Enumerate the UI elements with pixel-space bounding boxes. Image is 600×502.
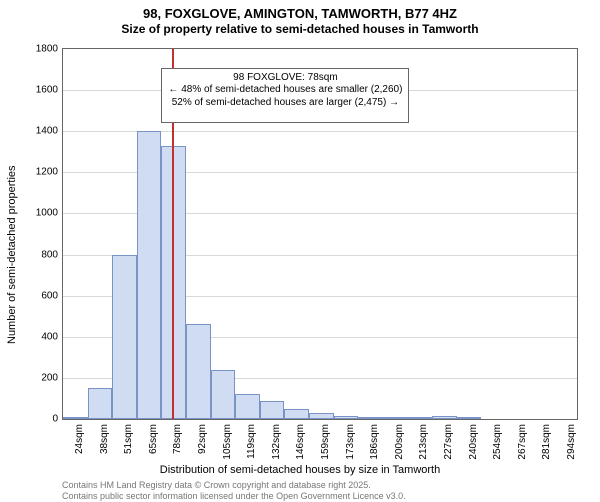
histogram-bar: [334, 416, 359, 419]
histogram-bar: [260, 401, 285, 420]
histogram-bar: [358, 417, 383, 419]
x-tick-label: 200sqm: [394, 424, 405, 474]
histogram-bar: [235, 394, 260, 419]
x-tick-label: 146sqm: [295, 424, 306, 474]
y-tick-label: 600: [22, 290, 58, 301]
attribution-footer: Contains HM Land Registry data © Crown c…: [62, 480, 406, 502]
histogram-bar: [63, 417, 88, 419]
y-tick-label: 1200: [22, 167, 58, 178]
annotation-line-3: 52% of semi-detached houses are larger (…: [168, 97, 402, 110]
title-block: 98, FOXGLOVE, AMINGTON, TAMWORTH, B77 4H…: [0, 0, 600, 37]
x-tick-label: 24sqm: [74, 424, 85, 474]
x-tick-label: 51sqm: [123, 424, 134, 474]
x-tick-label: 173sqm: [345, 424, 356, 474]
x-tick-label: 105sqm: [222, 424, 233, 474]
histogram-bar: [284, 409, 309, 419]
x-tick-label: 254sqm: [492, 424, 503, 474]
x-tick-label: 78sqm: [172, 424, 183, 474]
histogram-bar: [407, 417, 432, 419]
y-tick-label: 1000: [22, 208, 58, 219]
y-tick-label: 1400: [22, 126, 58, 137]
x-tick-label: 186sqm: [369, 424, 380, 474]
x-tick-label: 159sqm: [320, 424, 331, 474]
x-tick-label: 240sqm: [468, 424, 479, 474]
histogram-bar: [309, 413, 334, 419]
histogram-bar: [186, 324, 211, 419]
y-axis-label: Number of semi-detached properties: [6, 165, 18, 344]
x-tick-label: 65sqm: [148, 424, 159, 474]
title-line-1: 98, FOXGLOVE, AMINGTON, TAMWORTH, B77 4H…: [0, 6, 600, 22]
x-tick-label: 267sqm: [517, 424, 528, 474]
x-tick-label: 213sqm: [418, 424, 429, 474]
annotation-line-1: 98 FOXGLOVE: 78sqm: [168, 72, 402, 85]
x-tick-label: 132sqm: [271, 424, 282, 474]
y-tick-label: 400: [22, 331, 58, 342]
x-tick-label: 38sqm: [99, 424, 110, 474]
title-line-2: Size of property relative to semi-detach…: [0, 22, 600, 37]
histogram-bar: [383, 417, 408, 419]
y-tick-label: 1800: [22, 44, 58, 55]
x-tick-label: 227sqm: [443, 424, 454, 474]
x-tick-label: 281sqm: [541, 424, 552, 474]
histogram-bar: [137, 131, 162, 419]
histogram-bar: [457, 417, 482, 419]
y-tick-label: 800: [22, 249, 58, 260]
histogram-bar: [88, 388, 113, 419]
annotation-line-2: ← 48% of semi-detached houses are smalle…: [168, 84, 402, 97]
annotation-box: 98 FOXGLOVE: 78sqm← 48% of semi-detached…: [161, 68, 409, 123]
histogram-bar: [112, 255, 137, 419]
histogram-bar: [211, 370, 236, 419]
y-tick-label: 200: [22, 372, 58, 383]
histogram-bar: [432, 416, 457, 419]
footer-line-1: Contains HM Land Registry data © Crown c…: [62, 480, 406, 491]
chart-container: 98, FOXGLOVE, AMINGTON, TAMWORTH, B77 4H…: [0, 0, 600, 500]
x-tick-label: 92sqm: [197, 424, 208, 474]
plot-area: 98 FOXGLOVE: 78sqm← 48% of semi-detached…: [62, 48, 578, 420]
x-tick-label: 294sqm: [566, 424, 577, 474]
y-tick-label: 0: [22, 414, 58, 425]
x-tick-label: 119sqm: [246, 424, 257, 474]
y-tick-label: 1600: [22, 85, 58, 96]
